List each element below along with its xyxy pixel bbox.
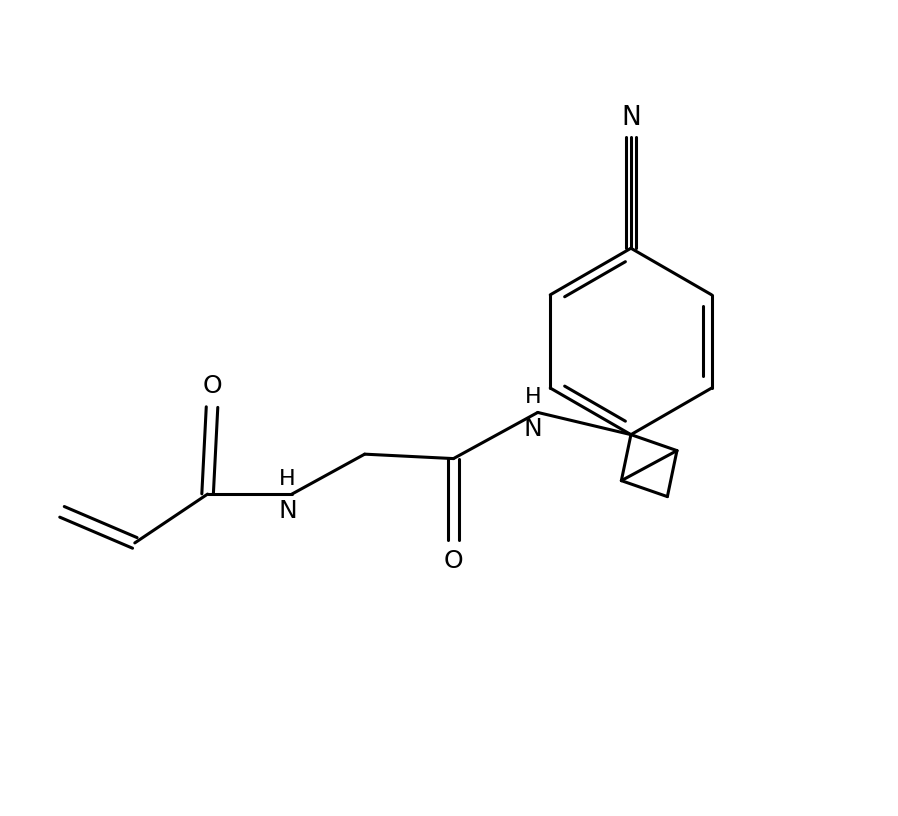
Text: O: O xyxy=(202,375,222,398)
Text: H: H xyxy=(525,387,541,407)
Text: N: N xyxy=(524,417,542,441)
Text: N: N xyxy=(278,499,297,522)
Text: H: H xyxy=(279,468,295,489)
Text: N: N xyxy=(621,105,641,131)
Text: O: O xyxy=(444,549,463,573)
